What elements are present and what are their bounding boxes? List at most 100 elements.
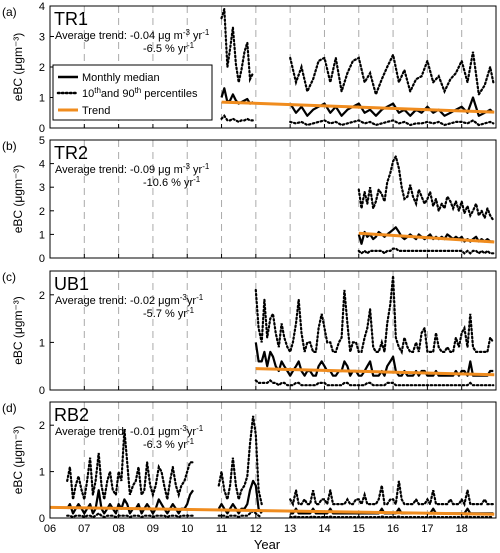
y-tick-label: 4: [39, 159, 45, 171]
y-tick-label: 3: [39, 32, 45, 44]
x-tick-label: 09: [147, 523, 159, 535]
trend-annotation-line1: Average trend: -0.09 μg m-3 yr-1: [55, 162, 210, 177]
y-tick-label: 0: [39, 123, 45, 135]
x-tick-label: 11: [216, 523, 227, 535]
p90-line: [220, 8, 255, 84]
x-tick-label: 06: [44, 523, 56, 535]
y-tick-label: 1: [39, 467, 45, 479]
trend-text-sup: -1: [187, 41, 195, 50]
trend-annotation-line2: -6.5 % yr-1: [143, 41, 195, 56]
y-tick-label: 3: [39, 182, 45, 194]
trend-text-sup: -1: [196, 424, 204, 433]
site-label: RB2: [54, 405, 89, 425]
trend-text-sup: -1: [187, 306, 195, 315]
p10-line: [217, 509, 263, 519]
p10-line: [289, 119, 495, 127]
legend-pct-part: 10: [82, 88, 94, 100]
trend-text-pct: -6.3 % yr: [143, 439, 187, 451]
y-tick-label: 0: [39, 385, 45, 397]
panel-letter: (a): [2, 5, 17, 19]
trend-line: [358, 231, 495, 244]
trend-text-sup: -3: [180, 424, 188, 433]
legend-pct-sup: th: [135, 86, 142, 95]
legend-trend-label: Trend: [82, 105, 110, 117]
x-tick-label: 12: [250, 523, 262, 535]
panel-letter: (d): [2, 401, 17, 415]
y-tick-label: 2: [39, 62, 45, 74]
y-tick-label: 1: [39, 337, 45, 349]
trend-text-main: Average trend: -0.09 μg m: [55, 164, 183, 176]
y-tick-label: 2: [39, 206, 45, 218]
trend-text-main: Average trend: -0.01 μgm: [55, 426, 180, 438]
site-label: TR1: [54, 9, 88, 29]
y-tick-label: 0: [39, 253, 45, 265]
legend-box: [52, 64, 213, 121]
legend-pct-part: and 90: [101, 88, 135, 100]
legend-pct-part: percentiles: [144, 88, 198, 100]
legend-median-label: Monthly median: [82, 72, 160, 84]
p90-line: [217, 415, 263, 506]
y-tick-label: 4: [39, 1, 45, 13]
trend-text-unit: yr: [190, 30, 203, 42]
median-line: [289, 96, 495, 117]
trend-text-sup: -3: [180, 293, 188, 302]
trend-text-sup: -3: [183, 28, 191, 37]
y-axis-label: eBC (μgm⁻³): [11, 426, 25, 495]
trend-annotation-line1: Average trend: -0.01 μgm-3yr-1: [55, 424, 204, 439]
trend-annotation-line2: -6.3 % yr-1: [143, 437, 195, 452]
x-tick-label: 18: [456, 523, 468, 535]
y-axis-label: eBC (μgm⁻³): [11, 165, 25, 234]
trend-text-sup: -1: [202, 28, 210, 37]
trend-text-unit: yr: [187, 295, 197, 307]
p90-line: [289, 51, 495, 98]
trend-annotation-line1: Average trend: -0.04 μg m-3 yr-1: [55, 28, 210, 43]
trend-text-sup: -3: [183, 162, 191, 171]
trend-text-sup: -1: [193, 175, 201, 184]
trend-text-pct: -5.7 % yr: [143, 308, 187, 320]
panel-letter: (c): [2, 270, 16, 284]
trend-text-main: Average trend: -0.02 μgm: [55, 295, 180, 307]
x-tick-label: 14: [318, 523, 330, 535]
trend-annotation-line2: -10.6 % yr-1: [143, 175, 201, 190]
p90-line: [66, 429, 195, 500]
p10-line: [66, 512, 195, 519]
y-tick-label: 2: [39, 290, 45, 302]
plot-frame: [49, 401, 497, 519]
trend-text-unit: yr: [190, 164, 203, 176]
legend-percentile-label: 10thand 90th percentiles: [82, 86, 198, 101]
site-label: UB1: [54, 274, 89, 294]
y-axis-label: eBC (μgm⁻³): [11, 33, 25, 102]
p90-line: [357, 153, 495, 222]
x-tick-label: 10: [181, 523, 193, 535]
trend-line: [221, 100, 495, 114]
trend-annotation-line2: -5.7 % yr-1: [143, 306, 195, 321]
trend-annotation-line1: Average trend: -0.02 μgm-3yr-1: [55, 293, 204, 308]
panel-letter: (b): [2, 139, 17, 153]
trend-text-unit: yr: [187, 426, 197, 438]
y-tick-label: 0: [39, 513, 45, 525]
p10-line: [357, 247, 495, 255]
trend-text-sup: -1: [196, 293, 204, 302]
p90-line: [254, 275, 495, 355]
y-axis-label: eBC (μgm⁻³): [11, 296, 25, 365]
trend-text-sup: -1: [187, 437, 195, 446]
site-label: TR2: [54, 143, 88, 163]
x-tick-label: 08: [112, 523, 124, 535]
trend-text-pct: -6.5 % yr: [143, 43, 187, 55]
trend-text-sup: -1: [202, 162, 210, 171]
x-tick-label: 16: [387, 523, 399, 535]
x-tick-label: 07: [78, 523, 90, 535]
y-tick-label: 1: [39, 93, 45, 105]
x-tick-label: 13: [284, 523, 296, 535]
y-tick-label: 1: [39, 229, 45, 241]
x-axis-label: Year: [254, 537, 281, 552]
plot-frame: [49, 139, 497, 259]
y-tick-label: 2: [39, 420, 45, 432]
p10-line: [220, 114, 255, 124]
